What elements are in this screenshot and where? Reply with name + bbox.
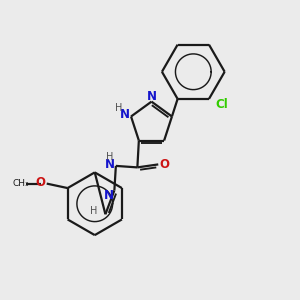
Text: Cl: Cl: [215, 98, 228, 111]
Text: H: H: [90, 206, 98, 216]
Text: O: O: [160, 158, 170, 171]
Text: N: N: [103, 189, 113, 202]
Text: H: H: [106, 152, 114, 162]
Text: N: N: [105, 158, 115, 171]
Text: H: H: [115, 103, 122, 113]
Text: N: N: [147, 90, 157, 103]
Text: N: N: [119, 108, 130, 121]
Text: CH₃: CH₃: [12, 179, 29, 188]
Text: O: O: [35, 176, 45, 190]
